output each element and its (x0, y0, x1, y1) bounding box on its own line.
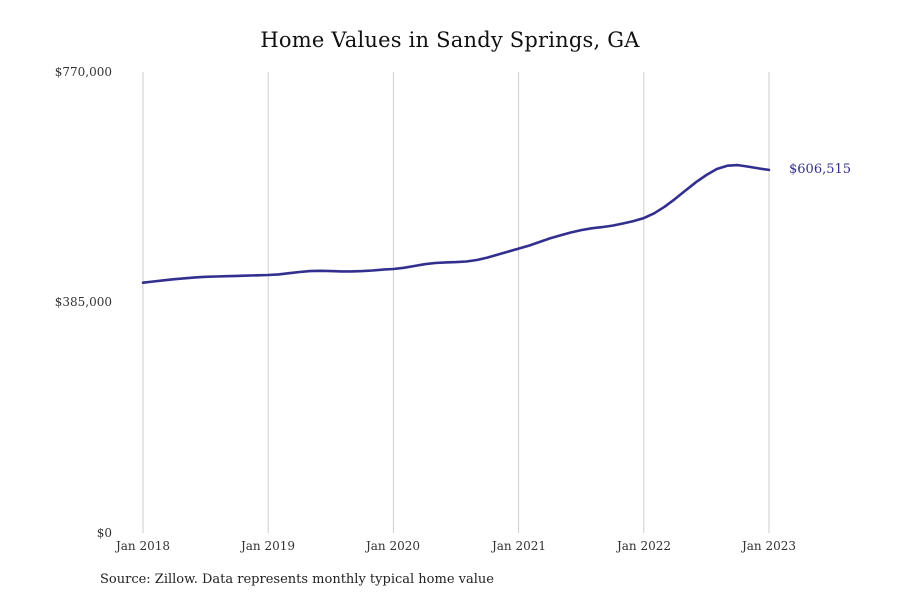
chart-title: Home Values in Sandy Springs, GA (260, 28, 640, 52)
x-axis-tick-jan-2022: Jan 2022 (616, 539, 672, 553)
y-axis-tick-385000: $385,000 (54, 295, 112, 309)
x-axis-tick-jan-2019: Jan 2019 (240, 539, 296, 553)
x-axis-tick-jan-2018: Jan 2018 (115, 539, 171, 553)
y-axis-tick-770000: $770,000 (54, 65, 112, 79)
home-value-series-line (141, 163, 771, 284)
x-axis-tick-jan-2023: Jan 2023 (741, 539, 797, 553)
series-end-value-label: $606,515 (789, 161, 852, 177)
y-axis-tick-0: $0 (96, 526, 112, 540)
x-axis-tick-jan-2020: Jan 2020 (365, 539, 421, 553)
x-axis-tick-jan-2021: Jan 2021 (491, 539, 547, 553)
source-attribution: Source: Zillow. Data represents monthly … (100, 572, 494, 587)
